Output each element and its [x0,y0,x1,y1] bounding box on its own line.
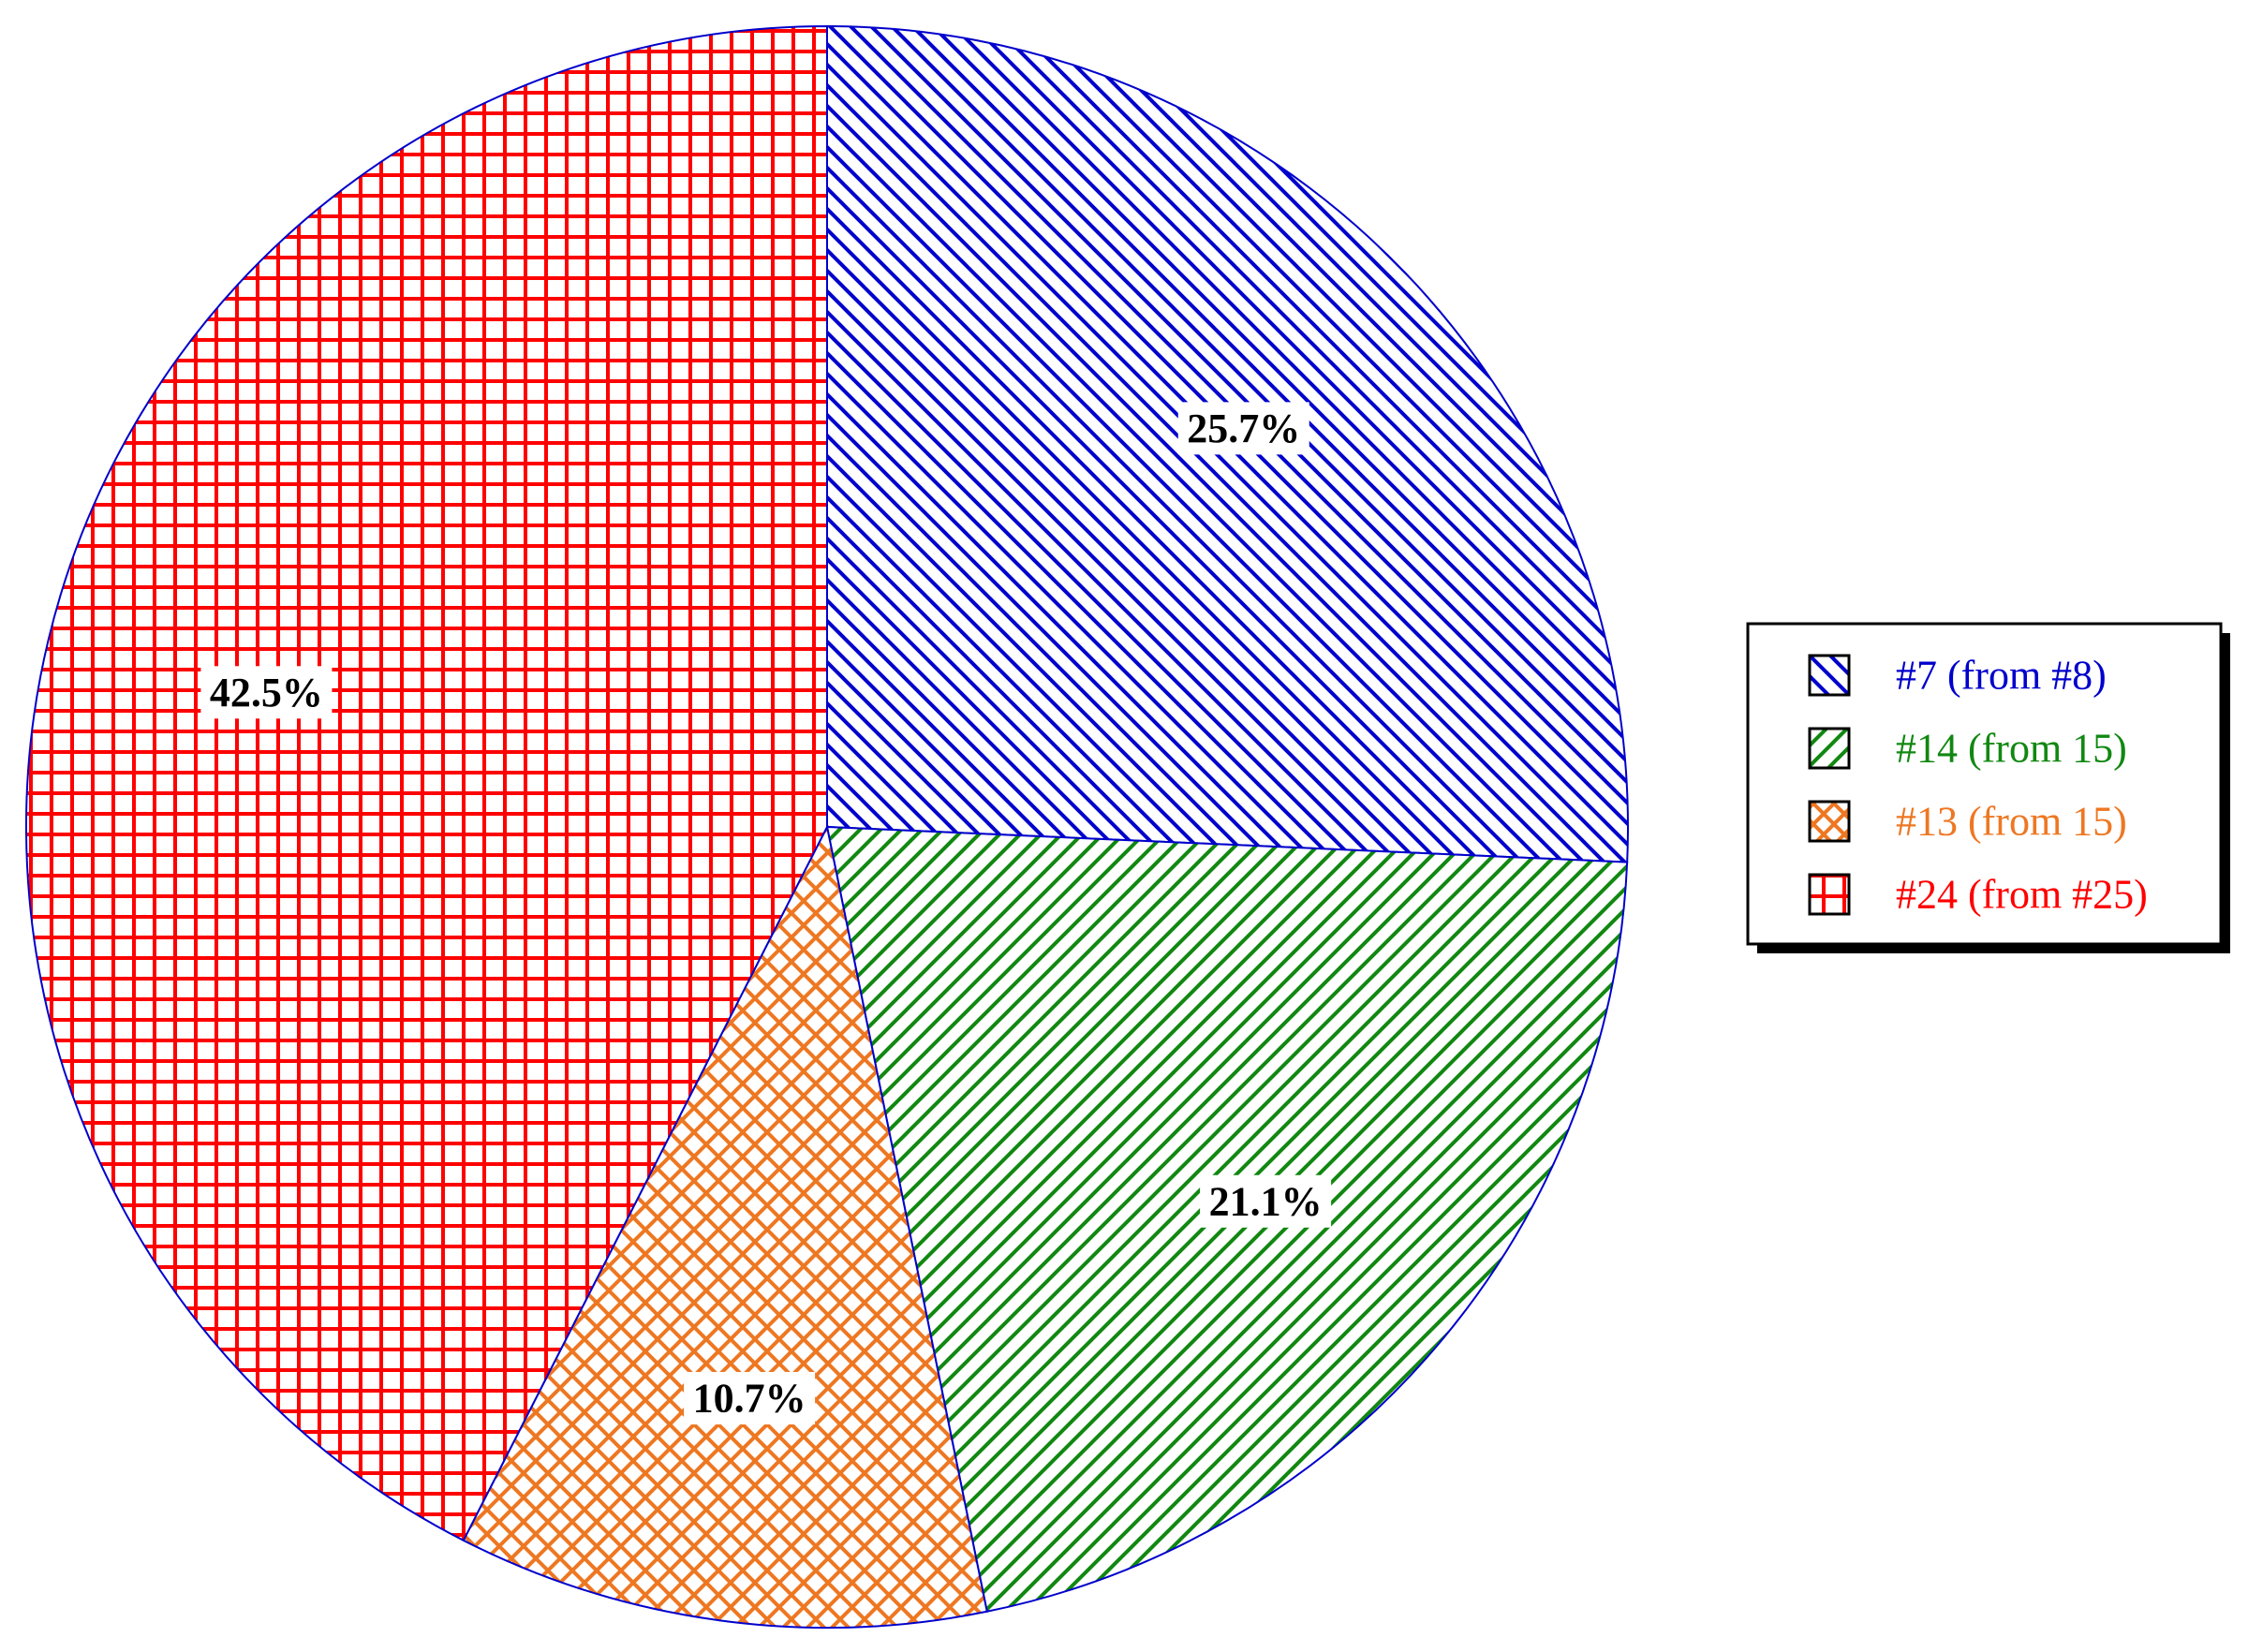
legend-swatch-2 [1808,727,1851,770]
legend-entry-1: #7 (from #8) [1808,653,2107,699]
legend-swatch-1 [1808,654,1851,697]
pie-slices [25,24,1629,1629]
legend-label-4: #24 (from #25) [1896,872,2148,918]
pie-slice-4 [25,24,828,1542]
svg-text:10.7%: 10.7% [693,1375,806,1421]
legend-entry-4: #24 (from #25) [1808,872,2148,918]
legend-entry-2: #14 (from 15) [1808,726,2127,772]
legend-entry-3: #13 (from 15) [1808,799,2127,845]
legend: #7 (from #8) #14 (from 15) #13 (from 15) #2… [1746,622,2230,953]
legend-swatch-3 [1808,800,1851,843]
pie-value-label-3: 10.7% [684,1371,816,1424]
pie-value-label-2: 21.1% [1200,1174,1332,1228]
svg-text:21.1%: 21.1% [1209,1178,1323,1224]
pie-value-label-4: 42.5% [200,666,333,719]
pie-value-label-1: 25.7% [1177,402,1309,455]
legend-label-1: #7 (from #8) [1896,653,2107,699]
svg-text:25.7%: 25.7% [1187,406,1300,451]
legend-swatch-4 [1808,873,1851,916]
pie-value-labels: 25.7% 21.1% 10.7% 42.5% [200,402,1332,1424]
pie-slice-3 [462,823,988,1629]
svg-text:42.5%: 42.5% [210,670,323,715]
legend-label-3: #13 (from 15) [1896,799,2127,845]
legend-label-2: #14 (from 15) [1896,726,2127,772]
